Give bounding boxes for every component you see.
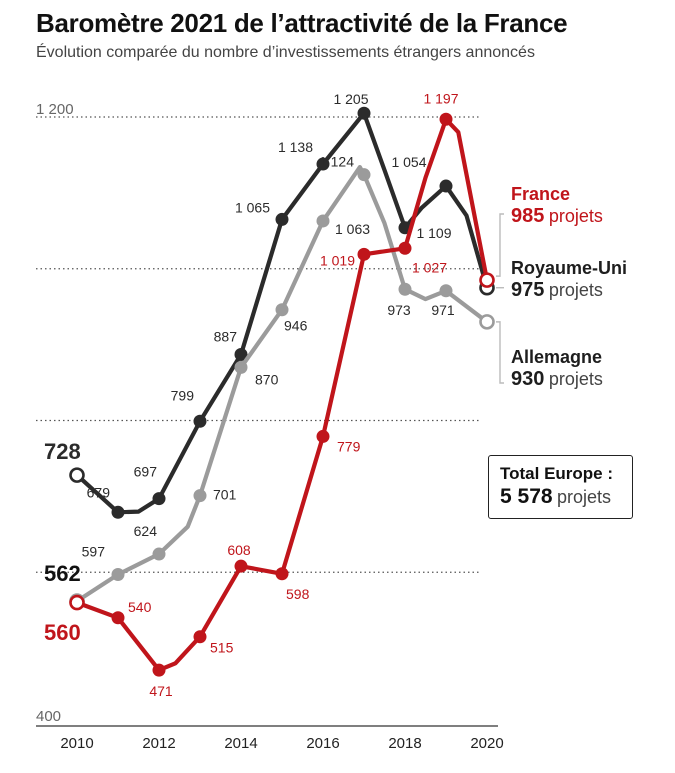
point-germany-2014 xyxy=(234,360,248,374)
end-point-germany xyxy=(479,314,495,330)
label-germany-2016: 1 063 xyxy=(335,221,370,237)
total-europe-unit: projets xyxy=(557,487,612,507)
point-uk-2014 xyxy=(234,347,248,361)
series-lines xyxy=(69,106,495,677)
label-uk-2011: 679 xyxy=(87,484,111,500)
x-tick-label-2016: 2016 xyxy=(306,735,339,752)
label-france-2018: 1 027 xyxy=(412,259,447,275)
point-uk-2013 xyxy=(193,414,207,428)
x-tick-label-2018: 2018 xyxy=(388,735,421,752)
legend-germany-value: 930 xyxy=(511,368,545,390)
point-france-2014 xyxy=(234,559,248,573)
point-uk-2016 xyxy=(316,157,330,171)
point-uk-2012 xyxy=(152,492,166,506)
label-france-2013: 515 xyxy=(210,640,234,656)
data-labels: 679 697 799 887 1 065 1 138 1 205 1 054 1 109 728… xyxy=(44,90,504,699)
chart-subtitle: Évolution comparée du nombre d’investiss… xyxy=(36,44,535,61)
label-france-2016: 779 xyxy=(337,438,361,454)
label-uk-2012: 697 xyxy=(134,464,158,480)
point-france-2017 xyxy=(357,247,371,261)
point-germany-2013 xyxy=(193,489,207,503)
y-tick-label-1200: 1 200 xyxy=(36,101,74,118)
total-europe-value: 5 578 xyxy=(500,485,553,508)
label-germany-2011: 597 xyxy=(82,544,106,560)
end-point-france xyxy=(479,272,495,288)
connector-germany xyxy=(496,321,504,384)
point-germany-2018 xyxy=(398,282,412,296)
label-france-2012: 471 xyxy=(149,683,173,699)
axes: 400 1 200 2010 2012 2014 2016 2018 2020 xyxy=(36,101,504,752)
legend-uk-name: Royaume-Uni xyxy=(511,258,628,278)
point-germany-2017 xyxy=(357,168,371,182)
start-label-france: 560 xyxy=(44,620,81,645)
label-uk-2013: 799 xyxy=(171,387,195,403)
chart-title: Baromètre 2021 de l’attractivité de la F… xyxy=(36,8,568,38)
label-germany-2014: 870 xyxy=(255,371,279,387)
label-france-2011: 540 xyxy=(128,599,152,615)
legend-france-unit: projets xyxy=(548,206,603,226)
legend-uk: Royaume-Uni 975 projets xyxy=(511,257,627,303)
legend-germany: Allemagne 930 projets xyxy=(511,346,603,392)
point-france-2013 xyxy=(193,630,207,644)
label-germany-2012: 624 xyxy=(134,523,158,539)
legend-france-value: 985 xyxy=(511,205,545,227)
label-uk-2014: 887 xyxy=(214,328,238,344)
legend-uk-unit: projets xyxy=(548,280,603,300)
point-france-2015 xyxy=(275,567,289,581)
point-germany-2019 xyxy=(439,284,453,298)
label-france-2019: 1 197 xyxy=(423,90,458,106)
connector-france xyxy=(496,213,504,277)
x-tick-label-2010: 2010 xyxy=(60,735,93,752)
point-germany-2012 xyxy=(152,547,166,561)
label-germany-2017: 1 124 xyxy=(319,154,354,170)
point-germany-2011 xyxy=(111,568,125,582)
x-tick-label-2014: 2014 xyxy=(224,735,257,752)
legend-france-name: France xyxy=(511,184,571,204)
point-germany-2015 xyxy=(275,303,289,317)
label-germany-2019: 971 xyxy=(431,302,455,318)
point-uk-2017 xyxy=(357,106,371,120)
point-uk-2019 xyxy=(439,179,453,193)
legend-germany-unit: projets xyxy=(548,369,603,389)
label-germany-2013: 701 xyxy=(213,487,237,503)
label-germany-2015: 946 xyxy=(284,318,308,334)
point-france-2019 xyxy=(439,112,453,126)
point-france-2018 xyxy=(398,241,412,255)
label-france-2015: 598 xyxy=(286,586,310,602)
label-uk-2018: 1 054 xyxy=(391,154,426,170)
legend-uk-value: 975 xyxy=(511,279,545,301)
legend-france: France 985 projets xyxy=(511,183,603,229)
start-point-uk xyxy=(69,467,85,483)
total-europe-label: Total Europe : xyxy=(500,464,614,483)
label-uk-2016: 1 138 xyxy=(278,139,313,155)
label-france-2017: 1 019 xyxy=(320,252,355,268)
y-tick-label-400: 400 xyxy=(36,708,61,725)
x-tick-label-2012: 2012 xyxy=(142,735,175,752)
gridlines xyxy=(36,116,479,573)
legend-germany-name: Allemagne xyxy=(511,347,603,367)
label-uk-2019: 1 109 xyxy=(416,225,451,241)
start-point-france xyxy=(69,594,85,611)
point-uk-2015 xyxy=(275,212,289,226)
point-uk-2011 xyxy=(111,505,125,519)
point-france-2011 xyxy=(111,611,125,625)
label-france-2014: 608 xyxy=(227,542,251,558)
point-france-2016 xyxy=(316,429,330,443)
x-tick-label-2020: 2020 xyxy=(470,735,503,752)
point-germany-2016 xyxy=(316,214,330,228)
point-france-2012 xyxy=(152,663,166,677)
label-uk-2015: 1 065 xyxy=(235,199,270,215)
label-uk-2017: 1 205 xyxy=(333,91,368,107)
total-europe-box: Total Europe : 5 578 projets xyxy=(488,455,633,519)
start-label-uk: 728 xyxy=(44,439,81,464)
start-label-germany: 562 xyxy=(44,561,81,586)
label-germany-2018: 973 xyxy=(387,302,411,318)
